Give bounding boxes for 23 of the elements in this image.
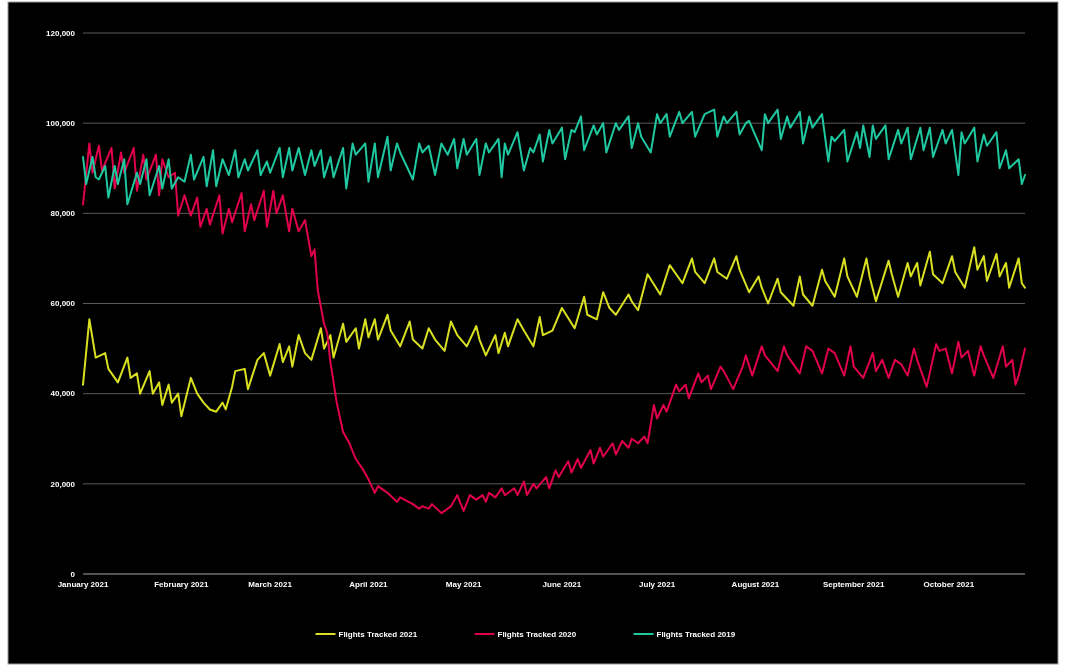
x-tick-label: May 2021 — [445, 580, 482, 589]
y-tick-label: 40,000 — [50, 389, 76, 399]
x-tick-label: June 2021 — [542, 580, 582, 589]
y-tick-label: 60,000 — [50, 299, 76, 309]
legend-label: Flights Tracked 2019 — [656, 629, 736, 639]
x-tick-label: January 2021 — [57, 580, 109, 589]
y-tick-label: 120,000 — [46, 28, 76, 38]
x-tick-label: September 2021 — [823, 580, 885, 589]
x-tick-label: October 2021 — [923, 580, 975, 589]
x-tick-label: July 2021 — [639, 580, 676, 589]
line-series — [82, 246, 1026, 418]
x-tick-label: February 2021 — [154, 580, 209, 589]
x-tick-label: April 2021 — [349, 580, 389, 589]
x-tick-label: August 2021 — [731, 580, 780, 589]
y-tick-label: 20,000 — [50, 479, 76, 489]
x-tick-label: March 2021 — [248, 580, 293, 589]
line-series — [82, 142, 1026, 515]
line-series — [82, 108, 1026, 206]
y-tick-label: 0 — [70, 569, 76, 579]
legend-label: Flights Tracked 2020 — [497, 629, 577, 639]
y-tick-label: 100,000 — [46, 118, 76, 128]
y-tick-label: 80,000 — [50, 209, 76, 219]
legend-label: Flights Tracked 2021 — [338, 629, 418, 639]
